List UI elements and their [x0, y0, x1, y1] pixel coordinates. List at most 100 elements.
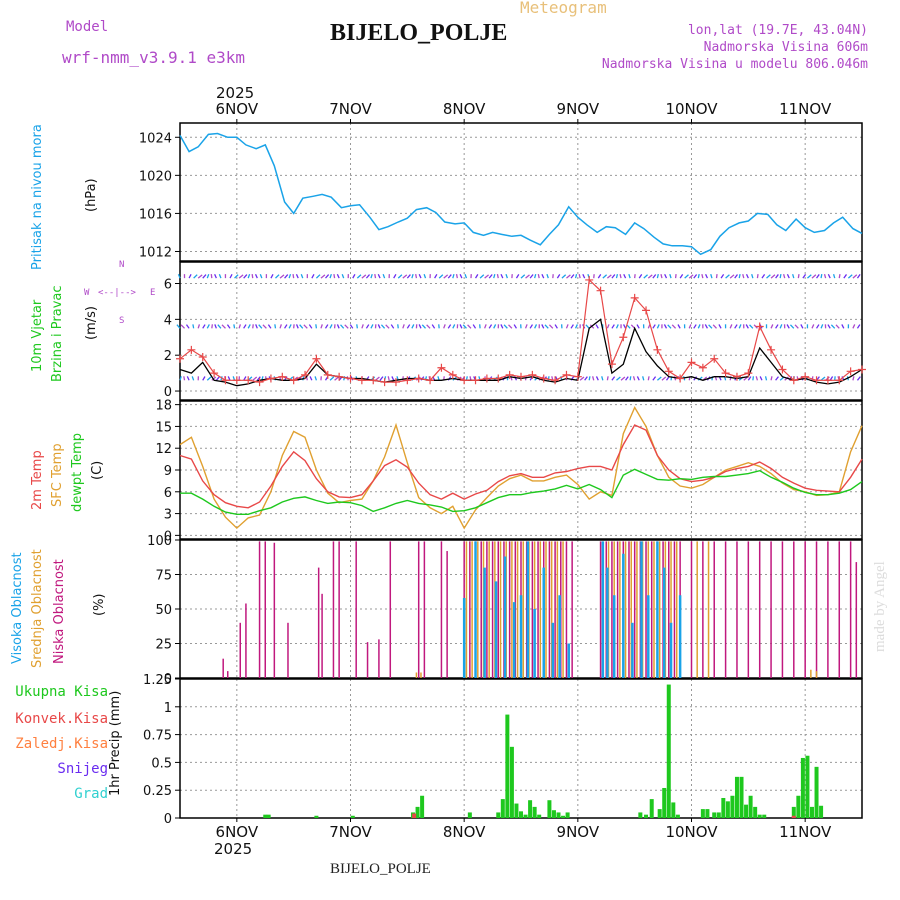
wind-arrow [786, 273, 790, 279]
wind-arrow [206, 273, 210, 279]
wind-arrow [393, 274, 397, 279]
wind-gust-marker [664, 367, 673, 376]
wind-arrow [688, 274, 694, 279]
wind-arrow [176, 324, 181, 329]
wind-gust-marker [585, 275, 594, 284]
wind-arrow [677, 324, 681, 329]
wind-arrow [529, 274, 534, 279]
rain-bar [519, 811, 523, 818]
wind-arrow [423, 273, 427, 279]
wind-arrow [390, 324, 395, 329]
wind-arrow [311, 274, 315, 279]
wind-gust-marker [482, 374, 491, 383]
wind-arrow [704, 324, 708, 329]
wind-gust-marker [471, 376, 480, 385]
rain-bar [725, 801, 730, 818]
wind-arrow [462, 324, 467, 329]
wind-gust-marker [391, 378, 400, 387]
wind-arrow [856, 324, 861, 329]
y-tick-label: 4 [164, 313, 172, 328]
wind-gust-marker [346, 374, 355, 383]
wind-gust-marker [278, 372, 287, 381]
wind-gust-marker [767, 345, 776, 354]
wind-gust-marker [778, 365, 787, 374]
wind-arrow [437, 376, 440, 381]
wind-arrow [493, 324, 497, 329]
wind-arrow [779, 324, 783, 329]
wind-gust-marker [710, 354, 719, 363]
rain-bar [649, 799, 654, 818]
wind-arrow [247, 273, 251, 279]
wind-arrow [292, 274, 295, 279]
wind-arrow [544, 324, 549, 329]
y-tick-label: 25 [155, 638, 172, 653]
wind-arrow [652, 324, 656, 329]
wind-arrow [329, 324, 333, 329]
wind-arrow [664, 273, 668, 279]
wind-gust-marker [198, 352, 207, 361]
convective-bar [791, 815, 796, 818]
wind-arrow [270, 273, 274, 279]
wind-gust-marker [335, 372, 344, 381]
wind-gust-marker [517, 372, 525, 381]
wind-arrow [431, 324, 436, 329]
elevation: Nadmorska Visina 606m [703, 40, 868, 55]
wind-arrow [794, 324, 799, 329]
wind-arrow [284, 324, 288, 329]
model-label: Model [66, 19, 109, 35]
day-label-top: 8NOV [443, 100, 486, 118]
wind-arrow [775, 324, 779, 329]
wind-arrow [656, 376, 662, 381]
wind-arrow [802, 274, 807, 279]
day-label-top: 9NOV [557, 100, 600, 118]
wind-arrow [652, 274, 657, 279]
y-tick-label: 0.25 [143, 784, 172, 799]
wind-gust-marker [266, 374, 275, 383]
wind-arrow [606, 376, 609, 381]
y-tick-label: 50 [155, 603, 172, 618]
wind-arrow [500, 324, 504, 329]
wind-gust-marker [539, 374, 548, 383]
rain-bar [716, 812, 721, 818]
wind-arrow [284, 274, 289, 279]
rain-bar [532, 806, 537, 818]
wind-arrow [792, 274, 795, 279]
wind-gust-marker [289, 376, 298, 385]
wind-gust-marker [812, 376, 821, 385]
rain-bar [721, 797, 726, 818]
wind-arrow [211, 324, 214, 329]
y-tick-label: 3 [164, 508, 172, 523]
wind-gust-marker [244, 376, 253, 385]
wind-arrow [202, 324, 206, 329]
wind-arrow [841, 324, 845, 329]
wind-arrow [643, 274, 648, 279]
rain-bar [819, 805, 824, 818]
wind-arrow [647, 274, 653, 279]
wind-arrow [356, 274, 362, 279]
wind-arrow [452, 324, 456, 329]
wind-arrow [554, 324, 558, 329]
wind-arrow [570, 274, 575, 279]
wind-arrow [815, 324, 820, 329]
wind-gust-marker [630, 293, 639, 302]
y-tick-label: 18 [155, 399, 172, 414]
rain-bar [748, 795, 753, 818]
wind-arrow [279, 324, 282, 329]
wind-arrow [626, 324, 631, 329]
wind-arrow [206, 324, 210, 329]
wind-gust-marker [846, 367, 855, 376]
wind-arrow [759, 376, 763, 381]
rain-bar [739, 776, 744, 818]
wind-gust-marker [357, 376, 366, 385]
wind-arrow [503, 324, 508, 329]
wind-arrow [697, 274, 700, 279]
wind-arrow [582, 273, 586, 279]
wind-arrow [447, 274, 452, 279]
wind-gust-marker [823, 376, 832, 385]
wind-gust-marker [687, 358, 696, 367]
wind-arrow [592, 376, 595, 381]
wind-arrow [734, 274, 738, 279]
wind-gust-marker [676, 374, 685, 383]
wind-arrow [214, 273, 217, 279]
wind-arrow [256, 376, 261, 381]
